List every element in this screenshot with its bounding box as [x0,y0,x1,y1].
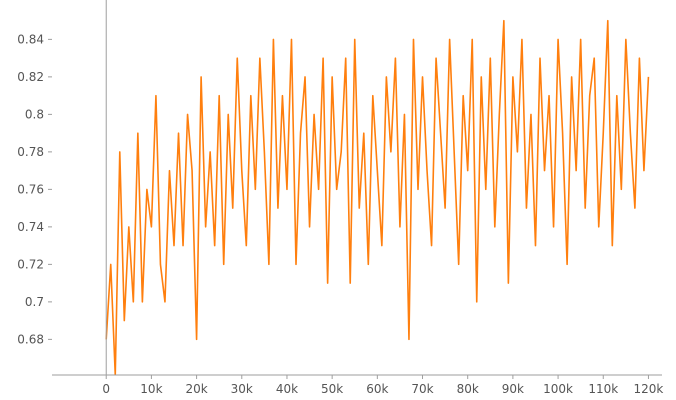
x-tick-label: 80k [457,382,479,396]
y-tick-label: 0.82 [17,70,44,84]
x-tick-label: 30k [231,382,253,396]
y-tick-label: 0.74 [17,220,44,234]
x-tick-label: 100k [543,382,573,396]
x-tick-label: 110k [588,382,618,396]
y-axis-ticks: 0.68 0.7 0.72 0.74 0.76 0.78 0.8 0.82 0.84 [17,32,52,346]
x-tick-label: 0 [102,382,110,396]
y-tick-label: 0.8 [25,107,44,121]
y-tick-label: 0.72 [17,257,44,271]
y-tick-label: 0.78 [17,145,44,159]
x-axis-ticks: 0 10k 20k 30k 40k 50k 60k 70k 80k 90k 100k 110k 120k [102,375,663,396]
x-tick-label: 20k [185,382,207,396]
y-tick-label: 0.76 [17,182,44,196]
x-tick-label: 120k [634,382,664,396]
y-tick-label: 0.7 [25,295,44,309]
series-line [105,19,650,375]
x-tick-label: 70k [411,382,433,396]
x-tick-label: 10k [140,382,162,396]
x-tick-label: 50k [321,382,343,396]
y-tick-label: 0.68 [17,332,44,346]
x-tick-label: 40k [276,382,298,396]
y-tick-label: 0.84 [17,32,44,46]
plot-area [105,19,650,375]
x-tick-label: 90k [502,382,524,396]
x-tick-label: 60k [366,382,388,396]
